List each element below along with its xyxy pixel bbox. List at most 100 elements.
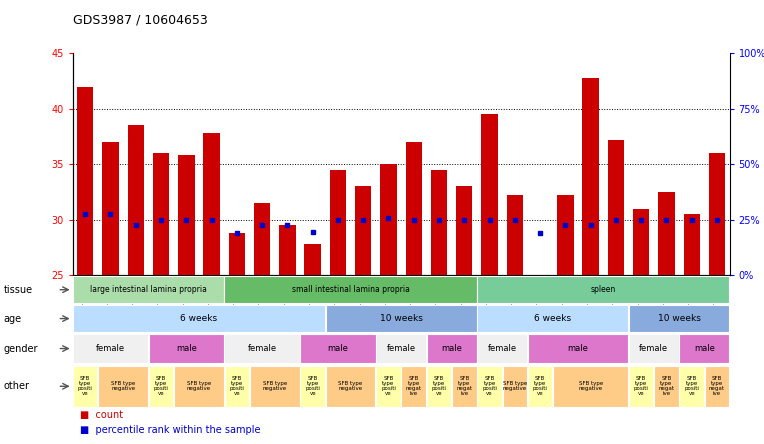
Text: 10 weeks: 10 weeks <box>658 314 701 323</box>
Text: SFB
type
negat
ive: SFB type negat ive <box>456 376 472 396</box>
Text: SFB
type
positi
ve: SFB type positi ve <box>229 376 244 396</box>
Bar <box>481 114 498 275</box>
Text: SFB
type
positi
ve: SFB type positi ve <box>533 376 548 396</box>
Bar <box>427 366 452 407</box>
Text: large intestinal lamina propria: large intestinal lamina propria <box>90 285 207 294</box>
Bar <box>178 155 195 275</box>
Bar <box>300 334 376 363</box>
Bar <box>225 277 477 303</box>
Bar <box>128 125 144 275</box>
Bar <box>456 186 472 275</box>
Bar <box>380 164 397 275</box>
Bar <box>73 277 224 303</box>
Bar <box>557 195 574 275</box>
Text: spleen: spleen <box>591 285 616 294</box>
Text: 6 weeks: 6 weeks <box>534 314 571 323</box>
Bar <box>679 366 704 407</box>
Bar <box>149 334 224 363</box>
Bar <box>225 334 299 363</box>
Bar <box>73 305 325 332</box>
Text: SFB type
negative: SFB type negative <box>578 381 603 391</box>
Bar <box>99 366 148 407</box>
Bar <box>629 366 653 407</box>
Text: SFB
type
positi
ve: SFB type positi ve <box>305 376 320 396</box>
Text: SFB
type
positi
ve: SFB type positi ve <box>154 376 169 396</box>
Text: SFB
type
positi
ve: SFB type positi ve <box>685 376 699 396</box>
Bar <box>279 225 296 275</box>
Bar <box>250 366 299 407</box>
Bar <box>401 366 426 407</box>
Bar <box>654 366 678 407</box>
Bar <box>406 142 422 275</box>
Bar <box>607 140 624 275</box>
Bar <box>228 233 245 275</box>
Bar <box>304 244 321 275</box>
Bar <box>582 78 599 275</box>
Text: SFB
type
positi
ve: SFB type positi ve <box>633 376 649 396</box>
Bar <box>507 195 523 275</box>
Bar <box>431 170 447 275</box>
Text: SFB
type
negat
ive: SFB type negat ive <box>709 376 725 396</box>
Bar <box>528 334 628 363</box>
Text: female: female <box>248 344 277 353</box>
Bar <box>452 366 477 407</box>
Bar <box>225 366 249 407</box>
Bar <box>659 192 675 275</box>
Text: SFB type
negative: SFB type negative <box>263 381 286 391</box>
Bar <box>704 366 730 407</box>
Bar <box>149 366 173 407</box>
Bar <box>355 186 371 275</box>
Text: SFB type
negative: SFB type negative <box>111 381 135 391</box>
Text: 6 weeks: 6 weeks <box>180 314 218 323</box>
Text: SFB
type
negat
ive: SFB type negat ive <box>406 376 422 396</box>
Bar <box>633 209 649 275</box>
Text: SFB
type
negat
ive: SFB type negat ive <box>659 376 675 396</box>
Text: male: male <box>568 344 588 353</box>
Bar <box>478 277 730 303</box>
Bar <box>629 305 730 332</box>
Bar <box>553 366 628 407</box>
Bar <box>478 305 628 332</box>
Bar <box>153 153 170 275</box>
Text: female: female <box>96 344 125 353</box>
Bar <box>73 334 148 363</box>
Bar <box>709 153 725 275</box>
Bar <box>254 203 270 275</box>
Bar <box>102 142 118 275</box>
Text: female: female <box>387 344 416 353</box>
Bar <box>174 366 224 407</box>
Bar <box>478 334 527 363</box>
Bar <box>376 334 426 363</box>
Text: small intestinal lamina propria: small intestinal lamina propria <box>292 285 410 294</box>
Bar <box>629 334 679 363</box>
Bar <box>330 170 346 275</box>
Bar <box>376 366 401 407</box>
Text: female: female <box>639 344 668 353</box>
Text: age: age <box>4 313 22 324</box>
Bar <box>300 366 325 407</box>
Text: SFB type
negative: SFB type negative <box>503 381 527 391</box>
Bar <box>203 133 220 275</box>
Text: male: male <box>441 344 462 353</box>
Bar <box>426 334 477 363</box>
Text: SFB
type
positi
ve: SFB type positi ve <box>381 376 396 396</box>
Bar <box>478 366 502 407</box>
Text: female: female <box>487 344 516 353</box>
Bar <box>325 305 477 332</box>
Text: male: male <box>176 344 197 353</box>
Text: SFB type
negative: SFB type negative <box>338 381 363 391</box>
Text: ■  percentile rank within the sample: ■ percentile rank within the sample <box>80 425 261 435</box>
Text: gender: gender <box>4 344 38 353</box>
Bar <box>73 366 98 407</box>
Bar <box>77 87 93 275</box>
Text: SFB
type
positi
ve: SFB type positi ve <box>432 376 446 396</box>
Text: male: male <box>328 344 348 353</box>
Text: tissue: tissue <box>4 285 33 295</box>
Bar <box>528 366 552 407</box>
Text: SFB
type
positi
ve: SFB type positi ve <box>482 376 497 396</box>
Text: ■  count: ■ count <box>80 409 123 420</box>
Text: other: other <box>4 381 30 391</box>
Text: male: male <box>694 344 715 353</box>
Bar <box>325 366 375 407</box>
Bar <box>503 366 527 407</box>
